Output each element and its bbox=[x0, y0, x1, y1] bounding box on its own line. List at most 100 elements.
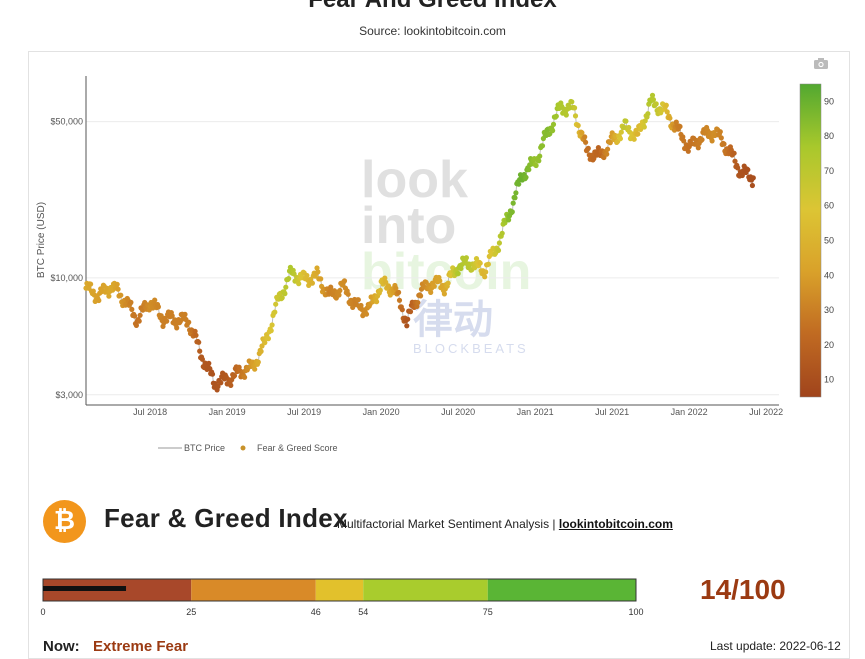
fear-greed-point bbox=[437, 278, 443, 284]
fear-greed-point bbox=[158, 313, 164, 319]
fear-greed-point bbox=[645, 111, 651, 117]
fear-greed-point bbox=[399, 307, 405, 313]
x-tick-label: Jan 2019 bbox=[209, 407, 246, 417]
colorbar-tick-label: 30 bbox=[824, 305, 834, 315]
fear-greed-point bbox=[258, 348, 264, 354]
fear-greed-point bbox=[428, 289, 434, 295]
fear-greed-point bbox=[631, 136, 637, 142]
fear-greed-point bbox=[607, 140, 613, 146]
fear-greed-point bbox=[242, 374, 248, 380]
watermark: look into bitcoin 律动 BLOCKBEATS bbox=[361, 151, 531, 356]
fear-greed-point bbox=[182, 311, 188, 317]
fear-greed-point bbox=[523, 174, 529, 180]
fear-greed-point bbox=[604, 151, 610, 157]
x-tick-label: Jul 2022 bbox=[749, 407, 783, 417]
y-axis-label: BTC Price (USD) bbox=[36, 202, 47, 278]
fear-greed-point bbox=[350, 304, 356, 310]
source-link[interactable]: lookintobitcoin.com bbox=[558, 517, 673, 531]
fear-greed-point bbox=[273, 301, 279, 307]
fear-greed-point bbox=[199, 356, 205, 362]
now-label: Now: bbox=[43, 638, 80, 655]
fear-greed-point bbox=[336, 292, 342, 298]
fear-greed-point bbox=[553, 113, 559, 119]
fear-greed-point bbox=[717, 129, 723, 135]
fear-greed-point bbox=[506, 217, 512, 223]
colorbar-tick-label: 50 bbox=[824, 236, 834, 246]
fear-greed-point bbox=[96, 297, 102, 304]
fear-greed-point bbox=[383, 279, 389, 285]
fear-greed-point bbox=[215, 383, 221, 390]
fear-greed-point bbox=[174, 325, 180, 331]
fear-greed-point bbox=[695, 145, 701, 151]
index-title: Fear & Greed Index bbox=[104, 503, 348, 533]
fear-greed-gauge: 0 25 46 54 75 100 bbox=[40, 578, 644, 617]
fear-greed-point bbox=[114, 281, 120, 287]
colorbar-tick-label: 40 bbox=[824, 270, 834, 280]
fear-greed-point bbox=[286, 276, 292, 282]
fear-greed-point bbox=[653, 101, 659, 107]
gauge-segment bbox=[487, 579, 636, 601]
fear-greed-point bbox=[463, 255, 469, 261]
gauge-tick-label: 54 bbox=[358, 607, 368, 617]
y-tick-label: $50,000 bbox=[50, 117, 83, 127]
fear-greed-point bbox=[431, 283, 437, 289]
fear-greed-point bbox=[315, 269, 321, 275]
fear-greed-point bbox=[750, 175, 756, 181]
fear-greed-point bbox=[374, 299, 380, 305]
fear-greed-point bbox=[745, 167, 751, 173]
legend-score-label: Fear & Greed Score bbox=[257, 443, 338, 453]
fear-greed-point bbox=[618, 129, 624, 135]
fear-greed-point bbox=[641, 124, 647, 130]
fear-greed-point bbox=[749, 182, 756, 189]
fear-greed-point bbox=[136, 318, 142, 324]
index-description: Multifactorial Market Sentiment Analysis… bbox=[337, 517, 673, 531]
camera-icon[interactable] bbox=[814, 58, 828, 69]
fear-greed-point bbox=[721, 141, 727, 147]
fear-greed-point bbox=[355, 297, 361, 303]
fear-greed-point bbox=[155, 304, 161, 310]
fear-greed-point bbox=[209, 371, 216, 377]
fear-greed-point bbox=[513, 190, 519, 196]
fear-greed-point bbox=[512, 195, 518, 201]
score-value: 14/100 bbox=[700, 574, 786, 605]
colorbar-tick-label: 90 bbox=[824, 96, 834, 106]
x-tick-label: Jul 2020 bbox=[441, 407, 475, 417]
fear-greed-point bbox=[709, 138, 715, 144]
fear-greed-point bbox=[282, 291, 288, 297]
chart-panel bbox=[28, 51, 850, 486]
fear-greed-point bbox=[516, 181, 522, 187]
bitcoin-logo-icon: ₿ bbox=[43, 500, 86, 543]
colorbar-tick-label: 70 bbox=[824, 166, 834, 176]
fear-greed-point bbox=[582, 134, 588, 140]
fear-greed-point bbox=[291, 271, 297, 277]
colorbar-tick-label: 80 bbox=[824, 131, 834, 141]
colorbar-tick-label: 20 bbox=[824, 340, 834, 350]
fear-greed-point bbox=[206, 360, 212, 366]
watermark-cn: 律动 bbox=[413, 298, 493, 342]
fear-greed-point bbox=[623, 118, 629, 124]
fear-greed-point bbox=[575, 122, 581, 129]
gauge-tick-label: 100 bbox=[628, 607, 643, 617]
fear-greed-point bbox=[731, 150, 737, 156]
fear-greed-point bbox=[595, 145, 602, 151]
fear-greed-point bbox=[283, 284, 289, 290]
colorbar-bar bbox=[799, 83, 822, 398]
fear-greed-point bbox=[583, 139, 589, 145]
x-tick-label: Jul 2018 bbox=[133, 407, 167, 417]
fear-greed-point bbox=[485, 261, 491, 267]
fear-greed-point bbox=[509, 209, 515, 215]
fear-greed-point bbox=[536, 158, 542, 164]
fear-greed-point bbox=[415, 300, 421, 306]
gauge-segment bbox=[315, 579, 364, 601]
fear-greed-point bbox=[537, 153, 543, 159]
fear-greed-point bbox=[169, 313, 175, 319]
fear-greed-point bbox=[483, 269, 489, 275]
colorbar-tick-label: 60 bbox=[824, 201, 834, 211]
fear-greed-point bbox=[337, 287, 343, 294]
gauge-tick-label: 0 bbox=[40, 607, 45, 617]
y-tick-label: $3,000 bbox=[55, 390, 83, 400]
gauge-tick-label: 25 bbox=[186, 607, 196, 617]
fear-greed-point bbox=[358, 302, 364, 309]
now-value: Extreme Fear bbox=[93, 638, 189, 655]
fear-greed-point bbox=[265, 336, 271, 342]
